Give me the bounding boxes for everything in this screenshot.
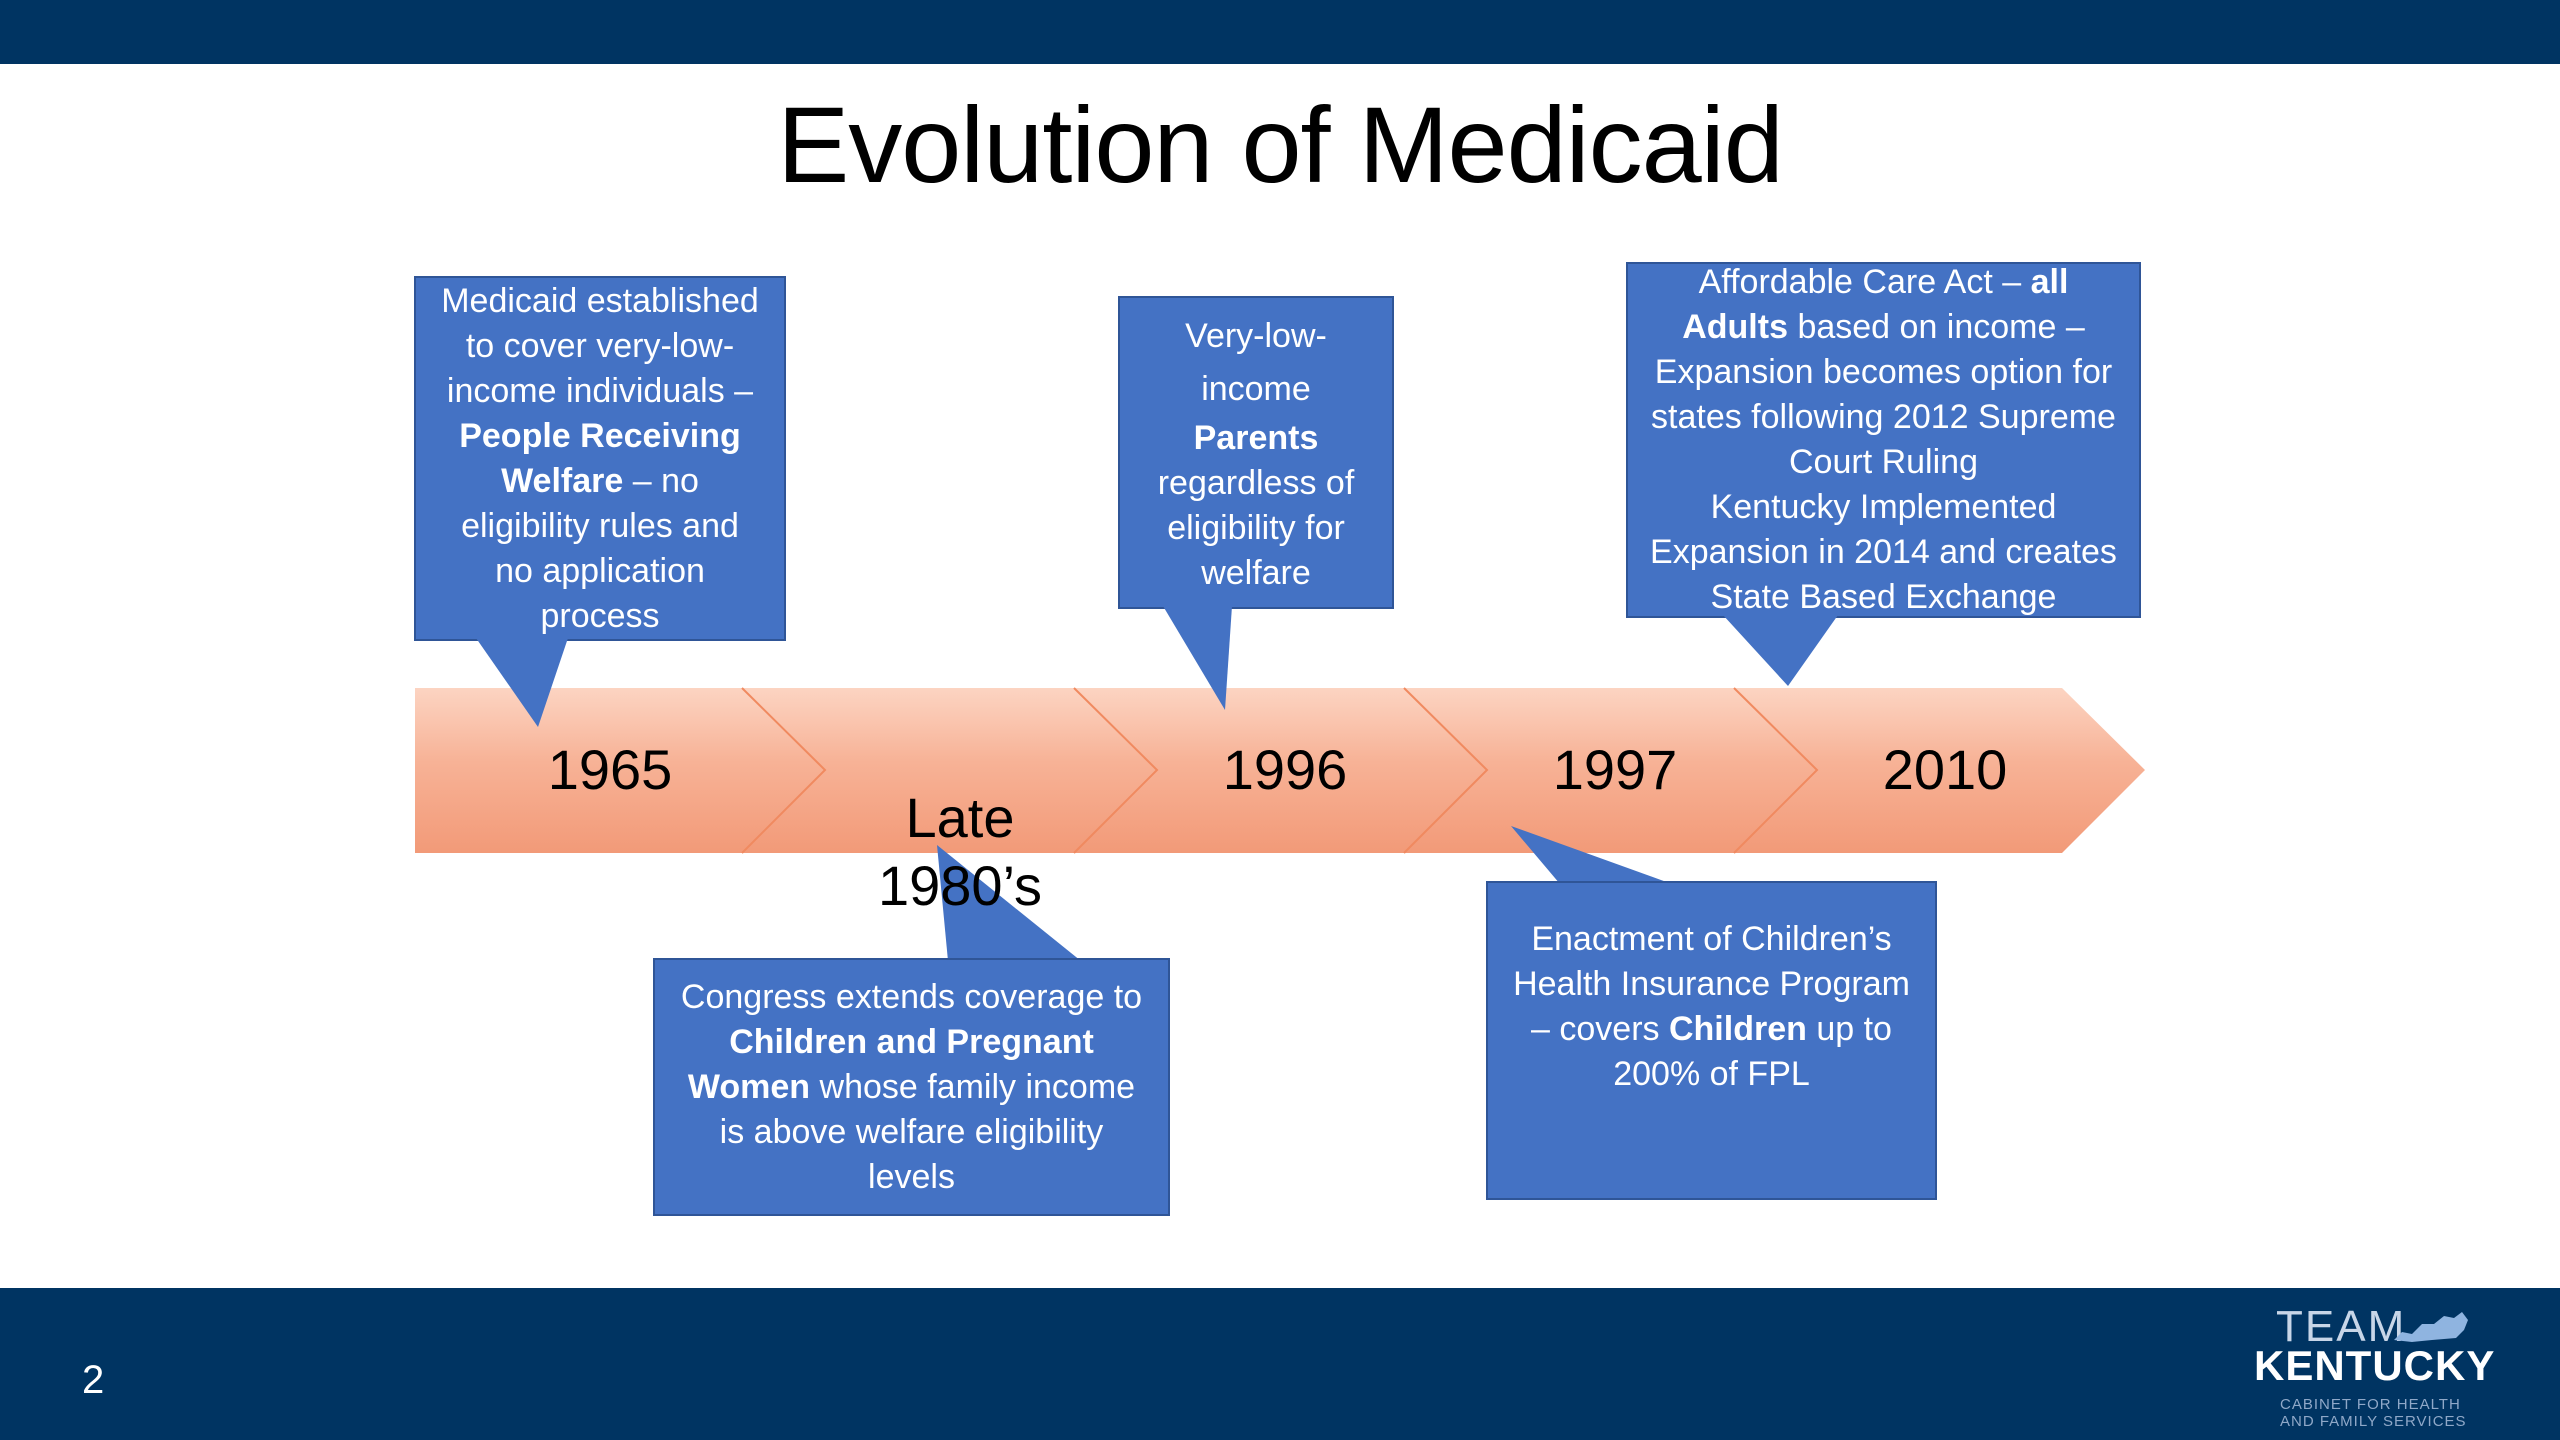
callout-1965-line: to cover very-low- (465, 326, 735, 365)
callout-2010: Affordable Care Act – all Adults based o… (1627, 263, 2140, 617)
year-label-late-1980s-text: 1980’s (877, 854, 1042, 917)
logo-subtitle-line: CABINET FOR HEALTH (2280, 1396, 2461, 1413)
callout-1965-bold: Welfare (501, 461, 624, 500)
callout-late-1980s-line: Congress extends coverage to (680, 977, 1143, 1016)
year-label-1997: 1997 (1552, 738, 1678, 801)
callout-1965-line: income individuals – (446, 371, 754, 410)
callout-1965-shape (414, 276, 786, 727)
callout-1996-line: welfare (1201, 553, 1311, 592)
year-label-late-1980s: Late 1980’s (800, 716, 1120, 988)
callout-2010-line: Expansion in 2014 and creates (1650, 533, 2117, 571)
callout-1996-bold: Parents (1193, 418, 1319, 457)
callout-1996-line: Very-low- (1185, 316, 1327, 355)
callout-1997-line: up to (1806, 1010, 1892, 1048)
callout-1996-line: income (1201, 369, 1311, 408)
callout-2010-bold: all (2030, 263, 2069, 301)
callout-1997-line: Health Insurance Program (1513, 965, 1910, 1003)
timeline-segment-1996 (1074, 688, 1487, 853)
logo-subtitle-line: AND FAMILY SERVICES (2280, 1413, 2467, 1430)
callout-late-1980s-line: whose family income (810, 1067, 1136, 1106)
callout-1996-line: eligibility for (1167, 508, 1345, 547)
logo-team-text: TEAM (2276, 1302, 2407, 1351)
slide-title: Evolution of Medicaid (777, 84, 1784, 205)
callout-2010-shape (1626, 262, 2141, 686)
callout-1996-line: regardless of (1157, 463, 1355, 502)
callout-2010-line: based on income – (1788, 308, 2085, 346)
callout-late-1980s-bold: Women (687, 1067, 811, 1106)
callout-late-1980s-shape (653, 845, 1170, 1216)
callout-late-1980s-bold: Children and Pregnant (729, 1022, 1094, 1061)
callout-1997-line: Enactment of Children’s (1531, 920, 1892, 958)
callout-1996-shape (1118, 296, 1394, 710)
timeline-segment-1965 (415, 688, 825, 853)
callout-2010-line: Kentucky Implemented (1710, 488, 2057, 526)
callout-1996: Very-low- income Parents regardless of e… (1119, 297, 1393, 608)
logo-kentucky-text: KENTUCKY (2254, 1342, 2496, 1389)
callout-2010-bold: Adults (1682, 308, 1788, 346)
callout-1965-bold: People Receiving (459, 416, 741, 455)
callout-2010-line: Expansion becomes option for (1654, 353, 2113, 391)
year-label-1996: 1996 (1222, 738, 1348, 801)
callout-2010-line: Court Ruling (1789, 443, 1978, 481)
callout-1997-bold: Children (1668, 1010, 1807, 1048)
bottom-banner-bar (0, 1288, 2560, 1440)
callout-2010-line: states following 2012 Supreme (1651, 398, 2116, 436)
year-label-1965: 1965 (547, 738, 673, 801)
timeline-dividers (741, 687, 1819, 854)
callout-1965-line: eligibility rules and (461, 506, 739, 545)
callout-late-1980s: Congress extends coverage to Children an… (654, 959, 1169, 1215)
callout-late-1980s-line: levels (868, 1157, 955, 1196)
timeline-segment-1997 (1404, 688, 1817, 853)
kentucky-state-icon (2394, 1312, 2468, 1342)
callout-1997: Enactment of Children’s Health Insurance… (1487, 882, 1936, 1132)
team-kentucky-logo: TEAM KENTUCKY CABINET FOR HEALTH AND FAM… (2250, 1296, 2510, 1436)
callout-1965: Medicaid established to cover very-low- … (415, 277, 785, 640)
callout-1965-line: Medicaid established (441, 281, 759, 320)
top-banner-bar (0, 0, 2560, 64)
callout-2010-line: Affordable Care Act – (1698, 263, 2031, 301)
slide-page-number: 2 (82, 1358, 105, 1402)
callout-2010-line: State Based Exchange (1710, 578, 2057, 616)
callout-1997-line: – covers (1531, 1010, 1669, 1048)
callout-1997-shape (1486, 826, 1937, 1200)
timeline-segment-2010 (1734, 688, 2145, 853)
callout-1997-line: 200% of FPL (1613, 1055, 1810, 1093)
callout-1965-line: – no (623, 461, 699, 500)
logo-subtitle: CABINET FOR HEALTH AND FAMILY SERVICES (2280, 1396, 2490, 1430)
timeline-segment-late-1980s (742, 688, 1157, 853)
year-label-2010: 2010 (1882, 738, 2008, 801)
callout-1965-line: no application (495, 551, 705, 590)
callout-1965-line: process (540, 596, 660, 635)
callout-late-1980s-line: is above welfare eligibility (719, 1112, 1104, 1151)
